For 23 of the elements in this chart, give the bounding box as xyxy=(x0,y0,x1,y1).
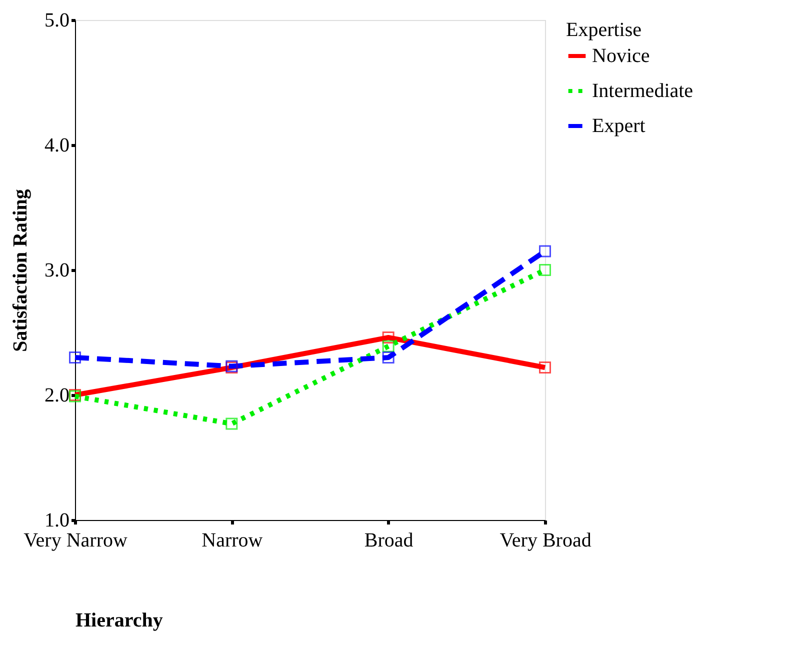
legend-title: Expertise xyxy=(566,19,642,41)
point xyxy=(382,352,394,364)
x-tick-label: Broad xyxy=(364,530,414,552)
y-axis-title: Satisfaction Rating xyxy=(10,189,32,352)
point xyxy=(539,362,551,374)
x-tick-label: Narrow xyxy=(202,530,264,552)
point xyxy=(382,332,394,344)
y-tick-label: 2.0 xyxy=(44,384,70,406)
x-axis-title: Hierarchy xyxy=(76,610,163,632)
x-tick-label: Very Narrow xyxy=(24,530,128,552)
y-tick-label: 3.0 xyxy=(44,260,70,282)
point xyxy=(226,418,238,430)
legend-label: Novice xyxy=(592,45,650,67)
y-tick-label: 5.0 xyxy=(44,10,70,32)
point xyxy=(539,264,551,276)
point xyxy=(69,352,81,364)
legend-label: Expert xyxy=(592,115,646,137)
y-tick-label: 4.0 xyxy=(44,134,70,156)
y-tick-label: 1.0 xyxy=(44,510,70,532)
point xyxy=(382,340,394,352)
point xyxy=(539,245,551,258)
legend-label: Intermediate xyxy=(592,80,694,102)
x-tick-label: Very Broad xyxy=(500,530,592,552)
